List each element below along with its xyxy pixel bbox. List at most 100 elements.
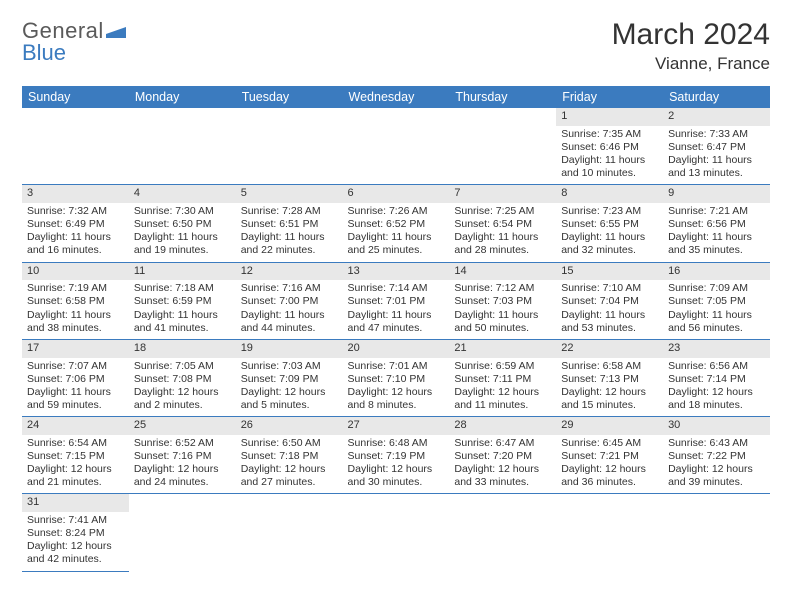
sunrise-line: Sunrise: 7:19 AM	[27, 282, 124, 295]
daylight-line: Daylight: 12 hours and 39 minutes.	[668, 463, 765, 489]
sunrise-line: Sunrise: 7:07 AM	[27, 360, 124, 373]
daylight-line: Daylight: 12 hours and 24 minutes.	[134, 463, 231, 489]
sunset-line: Sunset: 6:56 PM	[668, 218, 765, 231]
day-cell: 19Sunrise: 7:03 AMSunset: 7:09 PMDayligh…	[236, 339, 343, 416]
daylight-line: Daylight: 11 hours and 56 minutes.	[668, 309, 765, 335]
daylight-line: Daylight: 12 hours and 8 minutes.	[348, 386, 445, 412]
sunset-line: Sunset: 6:52 PM	[348, 218, 445, 231]
sunset-line: Sunset: 7:11 PM	[454, 373, 551, 386]
day-cell: 6Sunrise: 7:26 AMSunset: 6:52 PMDaylight…	[343, 185, 450, 262]
daylight-line: Daylight: 11 hours and 47 minutes.	[348, 309, 445, 335]
sunrise-line: Sunrise: 7:16 AM	[241, 282, 338, 295]
sunrise-line: Sunrise: 7:01 AM	[348, 360, 445, 373]
day-cell: 27Sunrise: 6:48 AMSunset: 7:19 PMDayligh…	[343, 417, 450, 494]
sunset-line: Sunset: 6:50 PM	[134, 218, 231, 231]
week-row: 10Sunrise: 7:19 AMSunset: 6:58 PMDayligh…	[22, 262, 770, 339]
sunrise-line: Sunrise: 7:32 AM	[27, 205, 124, 218]
daylight-line: Daylight: 12 hours and 15 minutes.	[561, 386, 658, 412]
sunset-line: Sunset: 7:13 PM	[561, 373, 658, 386]
daylight-line: Daylight: 12 hours and 30 minutes.	[348, 463, 445, 489]
day-number: 13	[343, 263, 450, 281]
day-number: 11	[129, 263, 236, 281]
day-number: 27	[343, 417, 450, 435]
sunrise-line: Sunrise: 6:48 AM	[348, 437, 445, 450]
day-number: 22	[556, 340, 663, 358]
day-number: 3	[22, 185, 129, 203]
sunrise-line: Sunrise: 7:23 AM	[561, 205, 658, 218]
sunrise-line: Sunrise: 7:26 AM	[348, 205, 445, 218]
day-number: 17	[22, 340, 129, 358]
day-cell	[449, 108, 556, 185]
day-number: 8	[556, 185, 663, 203]
sunrise-line: Sunrise: 6:54 AM	[27, 437, 124, 450]
day-cell	[343, 494, 450, 571]
day-number: 26	[236, 417, 343, 435]
day-cell: 4Sunrise: 7:30 AMSunset: 6:50 PMDaylight…	[129, 185, 236, 262]
sunset-line: Sunset: 6:46 PM	[561, 141, 658, 154]
sunset-line: Sunset: 7:00 PM	[241, 295, 338, 308]
sunrise-line: Sunrise: 6:56 AM	[668, 360, 765, 373]
day-cell: 10Sunrise: 7:19 AMSunset: 6:58 PMDayligh…	[22, 262, 129, 339]
sunset-line: Sunset: 6:54 PM	[454, 218, 551, 231]
day-number: 1	[556, 108, 663, 126]
day-cell: 1Sunrise: 7:35 AMSunset: 6:46 PMDaylight…	[556, 108, 663, 185]
day-cell	[129, 108, 236, 185]
day-cell: 7Sunrise: 7:25 AMSunset: 6:54 PMDaylight…	[449, 185, 556, 262]
day-cell	[129, 494, 236, 571]
week-row: 24Sunrise: 6:54 AMSunset: 7:15 PMDayligh…	[22, 417, 770, 494]
day-cell: 3Sunrise: 7:32 AMSunset: 6:49 PMDaylight…	[22, 185, 129, 262]
dow-saturday: Saturday	[663, 86, 770, 108]
daylight-line: Daylight: 12 hours and 36 minutes.	[561, 463, 658, 489]
day-number: 29	[556, 417, 663, 435]
logo-text-blue: Blue	[22, 40, 66, 65]
sunset-line: Sunset: 7:18 PM	[241, 450, 338, 463]
day-number: 10	[22, 263, 129, 281]
location: Vianne, France	[612, 54, 770, 74]
header: General March 2024 Vianne, France	[22, 18, 770, 74]
sunrise-line: Sunrise: 7:03 AM	[241, 360, 338, 373]
daylight-line: Daylight: 12 hours and 21 minutes.	[27, 463, 124, 489]
day-number: 2	[663, 108, 770, 126]
day-number: 4	[129, 185, 236, 203]
month-title: March 2024	[612, 18, 770, 52]
day-cell: 15Sunrise: 7:10 AMSunset: 7:04 PMDayligh…	[556, 262, 663, 339]
sunrise-line: Sunrise: 7:09 AM	[668, 282, 765, 295]
daylight-line: Daylight: 11 hours and 50 minutes.	[454, 309, 551, 335]
day-cell: 9Sunrise: 7:21 AMSunset: 6:56 PMDaylight…	[663, 185, 770, 262]
sunrise-line: Sunrise: 7:10 AM	[561, 282, 658, 295]
sunrise-line: Sunrise: 7:18 AM	[134, 282, 231, 295]
day-number: 18	[129, 340, 236, 358]
daylight-line: Daylight: 11 hours and 10 minutes.	[561, 154, 658, 180]
daylight-line: Daylight: 11 hours and 41 minutes.	[134, 309, 231, 335]
daylight-line: Daylight: 12 hours and 42 minutes.	[27, 540, 124, 566]
week-row: 17Sunrise: 7:07 AMSunset: 7:06 PMDayligh…	[22, 339, 770, 416]
day-cell: 23Sunrise: 6:56 AMSunset: 7:14 PMDayligh…	[663, 339, 770, 416]
daylight-line: Daylight: 12 hours and 2 minutes.	[134, 386, 231, 412]
sunrise-line: Sunrise: 6:50 AM	[241, 437, 338, 450]
day-number: 28	[449, 417, 556, 435]
sunrise-line: Sunrise: 6:43 AM	[668, 437, 765, 450]
day-cell: 14Sunrise: 7:12 AMSunset: 7:03 PMDayligh…	[449, 262, 556, 339]
day-number: 12	[236, 263, 343, 281]
day-cell	[663, 494, 770, 571]
sunrise-line: Sunrise: 7:12 AM	[454, 282, 551, 295]
daylight-line: Daylight: 12 hours and 27 minutes.	[241, 463, 338, 489]
dow-friday: Friday	[556, 86, 663, 108]
day-cell	[343, 108, 450, 185]
dow-wednesday: Wednesday	[343, 86, 450, 108]
daylight-line: Daylight: 12 hours and 5 minutes.	[241, 386, 338, 412]
day-number: 20	[343, 340, 450, 358]
sunset-line: Sunset: 6:47 PM	[668, 141, 765, 154]
day-number: 30	[663, 417, 770, 435]
sunset-line: Sunset: 7:09 PM	[241, 373, 338, 386]
day-number: 7	[449, 185, 556, 203]
calendar-body: 1Sunrise: 7:35 AMSunset: 6:46 PMDaylight…	[22, 108, 770, 571]
sunset-line: Sunset: 7:04 PM	[561, 295, 658, 308]
sunrise-line: Sunrise: 7:41 AM	[27, 514, 124, 527]
sunset-line: Sunset: 7:16 PM	[134, 450, 231, 463]
day-cell: 12Sunrise: 7:16 AMSunset: 7:00 PMDayligh…	[236, 262, 343, 339]
sunrise-line: Sunrise: 6:59 AM	[454, 360, 551, 373]
sunset-line: Sunset: 6:59 PM	[134, 295, 231, 308]
sunset-line: Sunset: 7:20 PM	[454, 450, 551, 463]
sunset-line: Sunset: 7:21 PM	[561, 450, 658, 463]
